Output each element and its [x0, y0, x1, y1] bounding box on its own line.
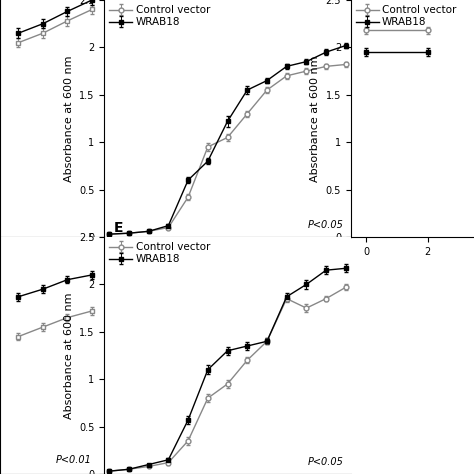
X-axis label: Time (h): Time (h) — [201, 262, 254, 272]
Y-axis label: Absorbance at 600 nm: Absorbance at 600 nm — [64, 292, 73, 419]
Text: E: E — [114, 220, 124, 235]
Legend: Control vector, WRAB18: Control vector, WRAB18 — [109, 242, 210, 264]
Text: P<0.05: P<0.05 — [308, 457, 343, 467]
Legend: Control vector, WRAB18: Control vector, WRAB18 — [356, 5, 456, 27]
Text: P<0.01: P<0.01 — [56, 455, 92, 465]
Y-axis label: Absorbance at 600 nm: Absorbance at 600 nm — [64, 55, 73, 182]
Legend: Control vector, WRAB18: Control vector, WRAB18 — [109, 5, 210, 27]
Y-axis label: Absorbance at 600 nm: Absorbance at 600 nm — [310, 55, 320, 182]
Text: P<0.05: P<0.05 — [308, 220, 343, 230]
